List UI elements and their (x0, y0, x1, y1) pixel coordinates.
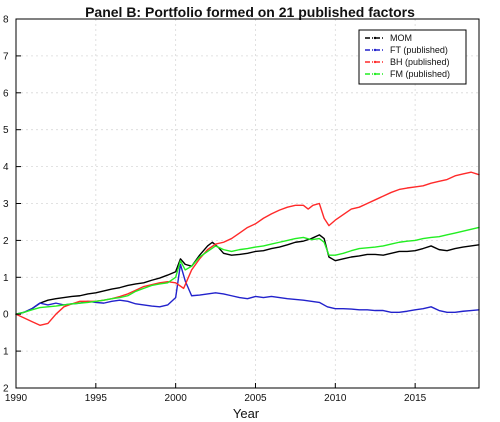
legend-label: MOM (390, 33, 412, 43)
series-line-mom (15, 234, 480, 315)
x-tick-label: 2015 (404, 393, 427, 404)
x-tick-label: 2010 (324, 393, 347, 404)
y-tick-label: 5 (3, 125, 9, 136)
axis-layer: 1990 1995 2000 2005 2010 2015 8 7 6 5 4 3 2 1 0 1 2 (3, 15, 480, 404)
y-tick-label: 1 (3, 273, 9, 284)
series-line-fm-published (15, 226, 480, 315)
legend-marker (373, 60, 377, 64)
legend-marker (373, 36, 377, 40)
x-tick-label: 1995 (85, 393, 108, 404)
y-tick-label: 7 (3, 51, 9, 62)
legend-label: BH (published) (390, 57, 450, 67)
x-tick-label: 2000 (165, 393, 188, 404)
y-tick-label: 4 (3, 162, 9, 173)
legend: MOM FT (published) BH (published) FM (publi… (358, 29, 467, 85)
x-tick-label: 2005 (244, 393, 267, 404)
series-layer (15, 171, 480, 326)
y-tick-label: 0 (3, 310, 9, 321)
legend-box (358, 29, 467, 85)
chart-title: Panel B: Portfolio formed on 21 publishe… (85, 4, 415, 20)
legend-marker (373, 48, 377, 52)
x-tick-label: 1990 (5, 393, 28, 404)
y-tick-label: 6 (3, 88, 9, 99)
y-tick-label: 3 (3, 199, 9, 210)
x-axis-label: Year (233, 406, 260, 421)
legend-label: FT (published) (390, 45, 448, 55)
y-tick-label: 8 (3, 15, 9, 26)
y-tick-label: 2 (3, 384, 9, 395)
legend-label: FM (published) (390, 69, 450, 79)
legend-marker (373, 72, 377, 76)
series-line-ft-published (15, 263, 480, 315)
y-tick-label: 2 (3, 236, 9, 247)
y-tick-label: 1 (3, 347, 9, 358)
